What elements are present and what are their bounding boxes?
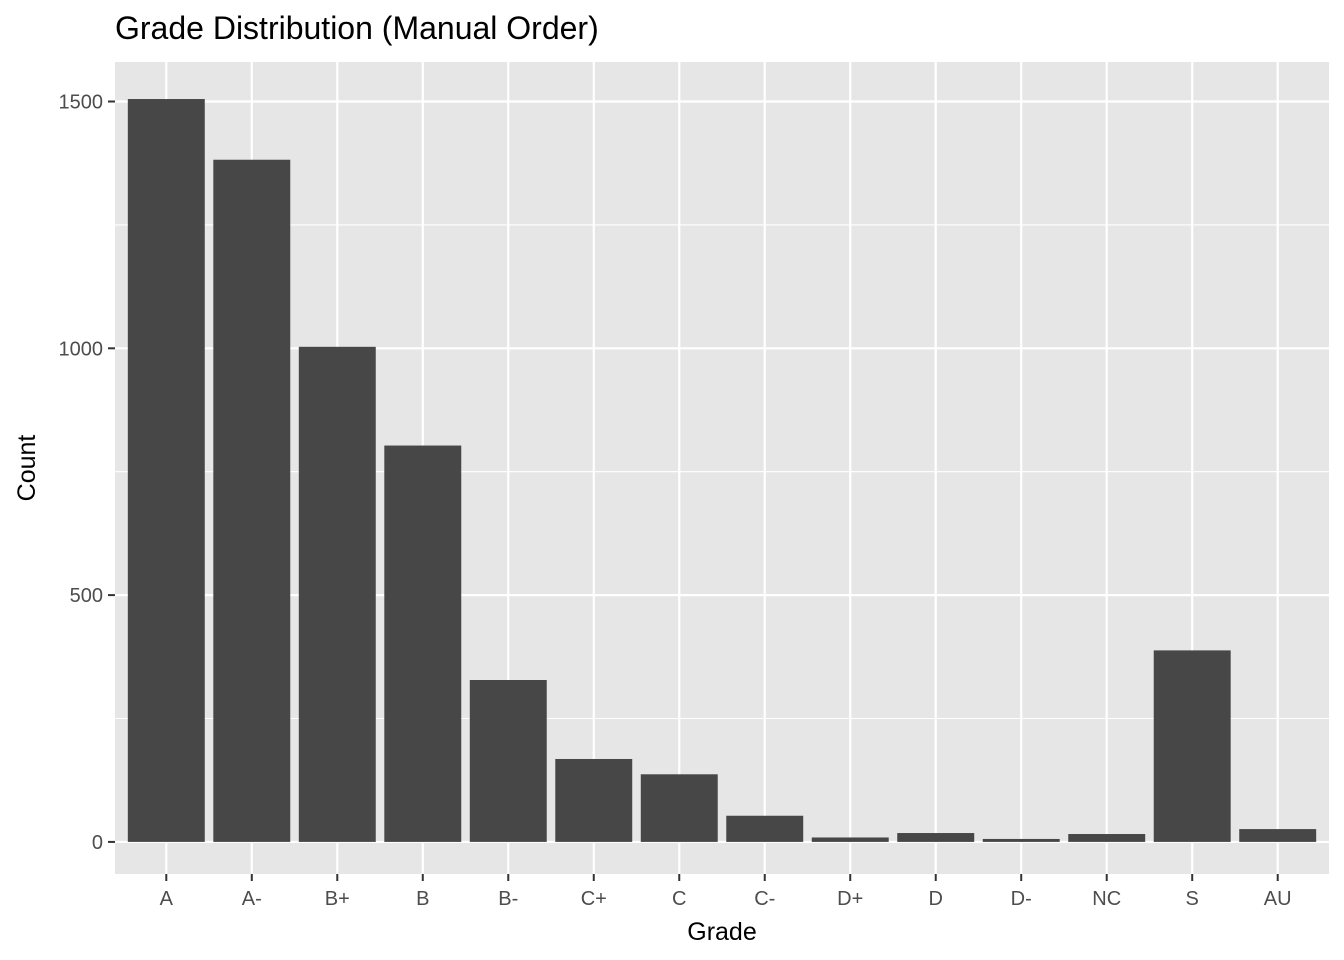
x-tick-label: AU bbox=[1264, 888, 1292, 910]
x-tick-label: A- bbox=[242, 888, 262, 910]
bar-C- bbox=[726, 815, 804, 842]
x-axis-title: Grade bbox=[687, 918, 756, 946]
x-axis: A A- B+ B B- C+ C C- D+ D D- NC S AU bbox=[160, 874, 1292, 910]
y-tick-label: 500 bbox=[70, 585, 103, 607]
bar-C+ bbox=[555, 758, 633, 842]
y-tick-label: 1000 bbox=[59, 338, 104, 360]
x-tick-label: C bbox=[672, 888, 686, 910]
bar-D bbox=[897, 833, 975, 842]
bar-A bbox=[127, 99, 205, 842]
x-tick-label: D bbox=[929, 888, 943, 910]
bar-D+ bbox=[811, 837, 889, 842]
bars bbox=[127, 99, 1317, 842]
plot-panel bbox=[115, 62, 1329, 874]
chart-title: Grade Distribution (Manual Order) bbox=[115, 10, 599, 46]
bar-S bbox=[1153, 650, 1231, 842]
x-tick-label: B- bbox=[498, 888, 518, 910]
bar-NC bbox=[1068, 834, 1146, 842]
bar-A- bbox=[213, 159, 291, 842]
x-tick-label: NC bbox=[1092, 888, 1121, 910]
x-tick-label: C- bbox=[754, 888, 775, 910]
x-tick-label: D+ bbox=[837, 888, 863, 910]
x-tick-label: B+ bbox=[325, 888, 350, 910]
y-tick-label: 1500 bbox=[59, 91, 104, 113]
bar-D- bbox=[982, 838, 1060, 842]
x-tick-label: D- bbox=[1011, 888, 1032, 910]
y-axis: 0 500 1000 1500 bbox=[59, 91, 115, 854]
bar-B- bbox=[469, 680, 547, 842]
x-tick-label: A bbox=[160, 888, 174, 910]
bar-AU bbox=[1239, 829, 1317, 842]
x-tick-label: B bbox=[416, 888, 429, 910]
bar-B+ bbox=[298, 346, 376, 842]
y-axis-title: Count bbox=[13, 435, 41, 502]
x-tick-label: C+ bbox=[581, 888, 607, 910]
bar-B bbox=[384, 445, 462, 842]
bar-C bbox=[640, 774, 718, 842]
y-tick-label: 0 bbox=[92, 832, 103, 854]
x-tick-label: S bbox=[1186, 888, 1199, 910]
